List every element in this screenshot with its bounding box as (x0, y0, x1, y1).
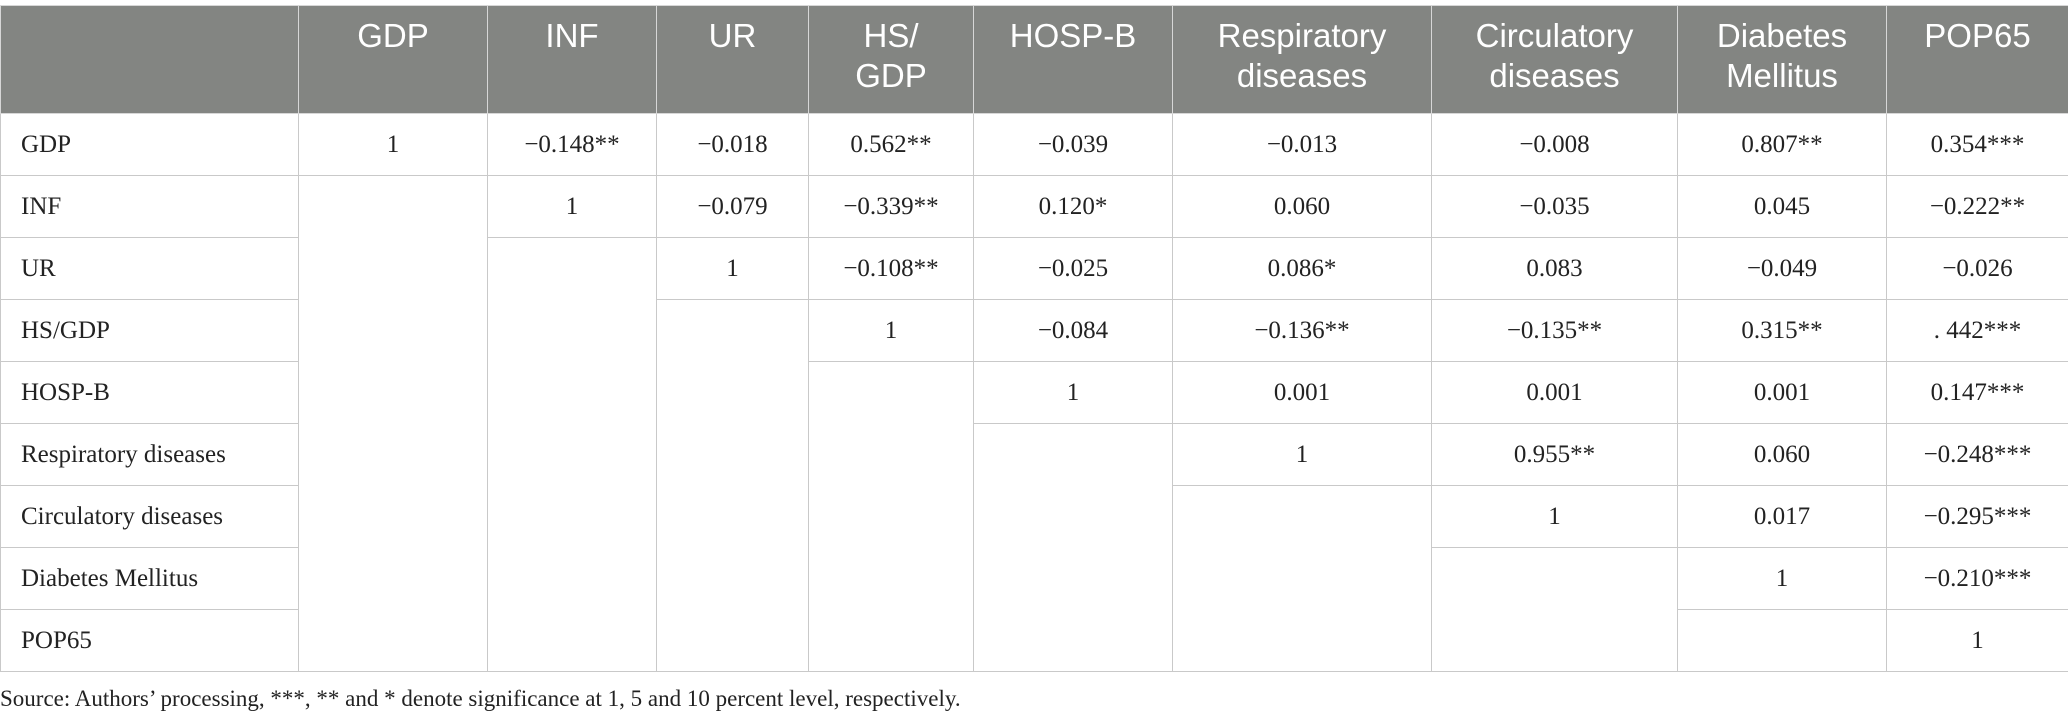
empty-cell (1172, 485, 1432, 672)
value-cell: −0.295*** (1886, 485, 2068, 548)
value-cell: 0.147*** (1886, 361, 2068, 424)
value-cell: 1 (298, 113, 488, 176)
value-cell: −0.035 (1431, 175, 1678, 238)
row-label: GDP (0, 113, 299, 176)
column-header: HS/GDP (808, 5, 974, 114)
value-cell: −0.018 (656, 113, 809, 176)
value-cell: 0.001 (1172, 361, 1432, 424)
value-cell: 0.017 (1677, 485, 1887, 548)
value-cell: 1 (1431, 485, 1678, 548)
value-cell: −0.025 (973, 237, 1173, 300)
value-cell: 0.807** (1677, 113, 1887, 176)
empty-cell (1431, 547, 1678, 672)
row-label: HS/GDP (0, 299, 299, 362)
row-label: INF (0, 175, 299, 238)
column-header: UR (656, 5, 809, 114)
column-header: HOSP-B (973, 5, 1173, 114)
value-cell: . 442*** (1886, 299, 2068, 362)
value-cell: −0.008 (1431, 113, 1678, 176)
table-row: HOSP-B 1 0.001 0.001 0.001 0.147*** (0, 361, 2068, 672)
value-cell: −0.013 (1172, 113, 1432, 176)
value-cell: 1 (1677, 547, 1887, 610)
empty-cell (487, 237, 657, 672)
value-cell: 0.060 (1172, 175, 1432, 238)
value-cell: −0.084 (973, 299, 1173, 362)
value-cell: −0.079 (656, 175, 809, 238)
column-header: POP65 (1886, 5, 2068, 114)
table-row: GDP 1 −0.148** −0.018 0.562** −0.039 −0.013 −0.… (0, 113, 2068, 176)
value-cell: 0.045 (1677, 175, 1887, 238)
value-cell: 1 (808, 299, 974, 362)
value-cell: 0.315** (1677, 299, 1887, 362)
table-body: GDP 1 −0.148** −0.018 0.562** −0.039 −0.013 −0.… (0, 113, 2068, 672)
value-cell: −0.248*** (1886, 423, 2068, 486)
value-cell: −0.049 (1677, 237, 1887, 300)
empty-cell (298, 175, 488, 672)
empty-cell (656, 299, 809, 672)
column-header: Respiratory diseases (1172, 5, 1432, 114)
value-cell: 0.086* (1172, 237, 1432, 300)
row-label: Circulatory diseases (0, 485, 299, 548)
value-cell: 1 (487, 175, 657, 238)
row-label: HOSP-B (0, 361, 299, 424)
value-cell: 1 (973, 361, 1173, 424)
value-cell: −0.222** (1886, 175, 2068, 238)
value-cell: −0.108** (808, 237, 974, 300)
value-cell: 0.083 (1431, 237, 1678, 300)
table-row: INF 1 −0.079 −0.339** 0.120* 0.060 −0.035 0.045… (0, 175, 2068, 672)
value-cell: 1 (1172, 423, 1432, 486)
value-cell: 0.060 (1677, 423, 1887, 486)
empty-cell (808, 361, 974, 672)
value-cell: 0.354*** (1886, 113, 2068, 176)
value-cell: 0.955** (1431, 423, 1678, 486)
row-label: POP65 (0, 609, 299, 672)
value-cell: 0.562** (808, 113, 974, 176)
column-header: Circulatory diseases (1431, 5, 1678, 114)
value-cell: −0.026 (1886, 237, 2068, 300)
table-row: POP65 1 (0, 609, 2068, 672)
value-cell: −0.135** (1431, 299, 1678, 362)
row-label: Diabetes Mellitus (0, 547, 299, 610)
empty-cell (1677, 609, 1887, 672)
source-footnote: Source: Authors’ processing, ***, ** and… (0, 686, 961, 711)
row-label: UR (0, 237, 299, 300)
column-header: GDP (298, 5, 488, 114)
value-cell: −0.148** (487, 113, 657, 176)
value-cell: 1 (656, 237, 809, 300)
table-row: Circulatory diseases 1 0.017 −0.295*** (0, 485, 2068, 672)
correlation-table: GDP INF UR HS/GDP HOSP-B Respiratory diseases C… (0, 5, 2068, 672)
row-label: Respiratory diseases (0, 423, 299, 486)
column-header: Diabetes Mellitus (1677, 5, 1887, 114)
column-header: INF (487, 5, 657, 114)
value-cell: −0.136** (1172, 299, 1432, 362)
value-cell: −0.339** (808, 175, 974, 238)
table-row: Respiratory diseases 1 0.955** 0.060 −0.248*… (0, 423, 2068, 672)
header-row: GDP INF UR HS/GDP HOSP-B Respiratory diseases C… (0, 5, 2068, 114)
value-cell: 0.120* (973, 175, 1173, 238)
value-cell: −0.039 (973, 113, 1173, 176)
header-corner-cell (0, 5, 299, 114)
value-cell: −0.210*** (1886, 547, 2068, 610)
value-cell: 0.001 (1431, 361, 1678, 424)
empty-cell (973, 423, 1173, 672)
value-cell: 1 (1886, 609, 2068, 672)
table-row: HS/GDP 1 −0.084 −0.136** −0.135** 0.315**. 44… (0, 299, 2068, 672)
value-cell: 0.001 (1677, 361, 1887, 424)
